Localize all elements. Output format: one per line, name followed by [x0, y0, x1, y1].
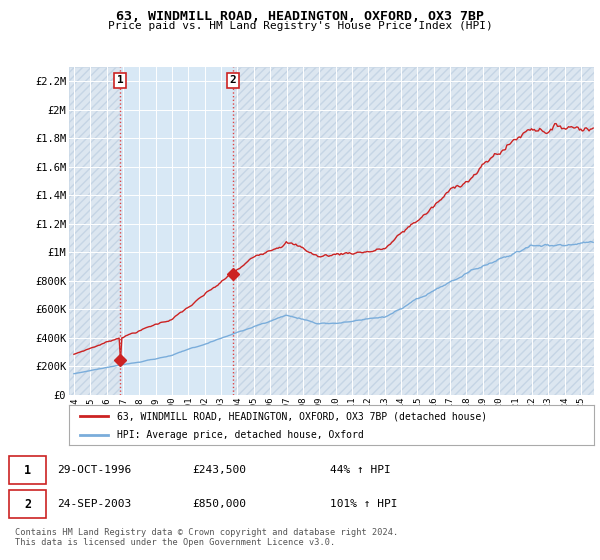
Text: HPI: Average price, detached house, Oxford: HPI: Average price, detached house, Oxfo…	[118, 430, 364, 440]
Text: 63, WINDMILL ROAD, HEADINGTON, OXFORD, OX3 7BP (detached house): 63, WINDMILL ROAD, HEADINGTON, OXFORD, O…	[118, 411, 487, 421]
Text: 2: 2	[230, 76, 236, 85]
Text: Contains HM Land Registry data © Crown copyright and database right 2024.
This d: Contains HM Land Registry data © Crown c…	[15, 528, 398, 547]
Text: 101% ↑ HPI: 101% ↑ HPI	[330, 499, 398, 509]
Text: Price paid vs. HM Land Registry's House Price Index (HPI): Price paid vs. HM Land Registry's House …	[107, 21, 493, 31]
FancyBboxPatch shape	[9, 456, 46, 484]
Bar	[120, 67, 233, 395]
Text: 24-SEP-2003: 24-SEP-2003	[57, 499, 131, 509]
Text: £850,000: £850,000	[192, 499, 246, 509]
Text: 44% ↑ HPI: 44% ↑ HPI	[330, 465, 391, 475]
FancyBboxPatch shape	[9, 490, 46, 518]
Text: £243,500: £243,500	[192, 465, 246, 475]
Text: 29-OCT-1996: 29-OCT-1996	[57, 465, 131, 475]
Text: 1: 1	[24, 464, 31, 477]
Text: 1: 1	[117, 76, 124, 85]
Text: 63, WINDMILL ROAD, HEADINGTON, OXFORD, OX3 7BP: 63, WINDMILL ROAD, HEADINGTON, OXFORD, O…	[116, 10, 484, 22]
Text: 2: 2	[24, 497, 31, 511]
